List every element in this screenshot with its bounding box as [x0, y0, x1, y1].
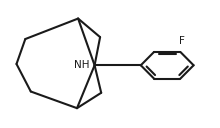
- Text: F: F: [179, 36, 184, 46]
- Text: NH: NH: [74, 60, 89, 70]
